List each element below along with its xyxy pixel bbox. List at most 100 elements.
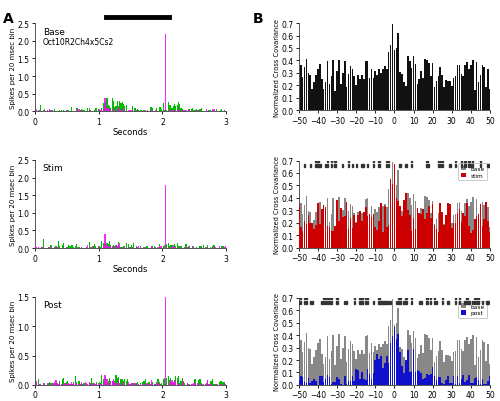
Bar	[52, 111, 53, 112]
Bar	[314, 357, 315, 385]
Bar	[300, 340, 302, 385]
Bar	[118, 242, 119, 249]
Bar	[367, 301, 368, 304]
Bar	[451, 383, 452, 385]
Bar	[458, 340, 460, 385]
Bar	[422, 216, 424, 248]
Bar	[64, 383, 66, 385]
Bar	[328, 85, 330, 111]
Bar	[488, 70, 489, 111]
Bar	[388, 164, 390, 167]
Bar	[363, 217, 364, 248]
Bar	[132, 383, 133, 385]
Bar	[150, 384, 151, 385]
Bar	[60, 111, 62, 112]
Bar	[207, 245, 208, 249]
Bar	[319, 203, 320, 248]
Bar	[325, 357, 326, 385]
Bar	[398, 34, 399, 111]
Bar	[464, 164, 466, 167]
Bar	[130, 383, 132, 385]
Bar	[99, 247, 100, 249]
Bar	[344, 62, 346, 111]
Bar	[81, 382, 82, 385]
Bar	[330, 231, 332, 248]
Bar	[36, 110, 38, 112]
Bar	[426, 155, 428, 158]
Bar	[132, 248, 133, 249]
Bar	[358, 76, 359, 111]
Bar	[224, 383, 225, 385]
Bar	[486, 361, 487, 385]
Bar	[221, 247, 222, 249]
Bar	[466, 297, 468, 300]
Bar	[400, 73, 401, 111]
Bar	[482, 340, 483, 385]
Bar	[426, 374, 428, 385]
Bar	[224, 111, 225, 112]
Bar	[132, 111, 133, 112]
Bar	[49, 248, 50, 249]
Bar	[488, 381, 489, 385]
Bar	[110, 381, 112, 385]
Bar	[474, 365, 476, 385]
Bar	[104, 379, 105, 385]
Bar	[464, 383, 466, 385]
Bar	[63, 378, 64, 385]
Bar	[118, 107, 119, 112]
Bar	[440, 377, 441, 385]
Bar	[365, 199, 366, 248]
Bar	[165, 34, 166, 112]
Bar	[109, 384, 110, 385]
Bar	[352, 207, 353, 248]
Bar	[160, 247, 161, 249]
Bar	[160, 384, 161, 385]
Bar	[152, 246, 154, 249]
Bar	[49, 247, 50, 249]
Bar	[438, 214, 439, 248]
Bar	[161, 248, 162, 249]
Bar	[462, 77, 464, 111]
Bar	[451, 87, 452, 111]
Bar	[36, 381, 38, 385]
Bar	[66, 382, 67, 385]
Bar	[113, 247, 114, 249]
Bar	[312, 381, 313, 385]
Bar	[92, 247, 94, 249]
Bar	[172, 111, 174, 112]
Bar	[401, 75, 403, 111]
Bar	[168, 376, 169, 385]
Bar	[405, 87, 406, 111]
Bar	[474, 228, 476, 248]
Bar	[202, 383, 203, 385]
Bar	[132, 107, 133, 112]
Bar	[474, 292, 476, 295]
Bar	[468, 375, 470, 385]
Bar	[224, 248, 225, 249]
Bar	[489, 227, 491, 248]
Bar	[405, 194, 406, 248]
Bar	[211, 248, 212, 249]
Bar	[472, 383, 474, 385]
Bar	[116, 383, 118, 385]
Bar	[359, 379, 361, 385]
Y-axis label: Normalized Cross Covariance: Normalized Cross Covariance	[274, 18, 280, 116]
Bar	[48, 248, 49, 249]
Bar	[108, 382, 109, 385]
Bar	[434, 225, 436, 248]
Bar	[169, 247, 170, 249]
Bar	[384, 363, 386, 385]
Bar	[401, 366, 403, 385]
Bar	[414, 65, 416, 111]
Bar	[400, 206, 401, 248]
Bar	[472, 160, 474, 162]
Bar	[472, 164, 474, 167]
Bar	[456, 340, 458, 385]
Bar	[398, 201, 399, 248]
Bar	[123, 381, 124, 385]
Bar	[396, 301, 397, 304]
Bar	[116, 102, 118, 112]
Bar	[46, 111, 48, 112]
Bar	[174, 248, 175, 249]
Bar	[476, 63, 478, 111]
